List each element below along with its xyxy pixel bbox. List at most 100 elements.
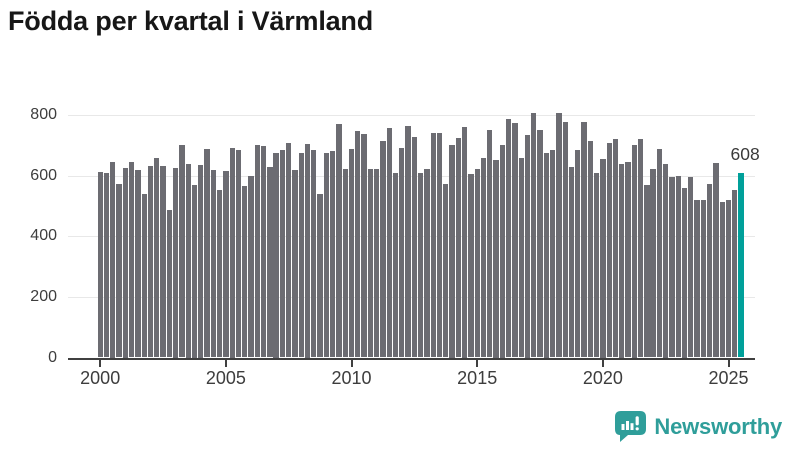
x-axis-tick-label: 2025: [708, 367, 749, 388]
bar: [556, 113, 562, 358]
bar: [204, 149, 210, 358]
logo-bar-2: [626, 421, 630, 430]
y-axis-tick-label: 0: [48, 348, 57, 366]
bar: [707, 184, 713, 358]
x-axis-tick-mark: [727, 359, 730, 367]
bar: [317, 193, 323, 358]
gridline: [68, 296, 755, 298]
bar: [323, 153, 330, 358]
bar: [612, 138, 619, 358]
bar: [474, 168, 480, 358]
bar: [631, 145, 637, 358]
bar: [606, 142, 612, 358]
bar: [242, 185, 248, 358]
x-axis-tick-mark: [99, 359, 102, 367]
bar: [392, 172, 399, 358]
bar: [386, 127, 392, 358]
bar: [191, 184, 198, 358]
x-axis-tick-label: 2020: [582, 367, 623, 388]
bar: [549, 150, 556, 358]
bar: [650, 168, 656, 358]
bar: [562, 121, 568, 358]
x-axis-tick-mark: [476, 359, 479, 367]
bar: [575, 149, 581, 358]
y-axis-tick-label: 800: [30, 106, 57, 123]
bar: [223, 171, 229, 358]
bar: [348, 148, 355, 358]
bar: [135, 170, 141, 358]
bar: [524, 134, 531, 358]
bar: [273, 152, 279, 358]
x-axis-tick-label: 2015: [457, 367, 498, 388]
bar: [97, 172, 103, 358]
bar: [719, 201, 725, 358]
gridline: [68, 236, 755, 238]
bar: [405, 126, 411, 358]
bar: [537, 129, 543, 358]
bar: [279, 149, 286, 358]
bar: [411, 137, 418, 358]
x-axis-tick-label: 2005: [205, 367, 246, 388]
bar: [235, 149, 242, 358]
bar: [669, 177, 675, 358]
bar: [292, 170, 298, 358]
bar: [122, 168, 128, 358]
x-axis-tick-label: 2010: [331, 367, 372, 388]
bar: [600, 158, 606, 358]
bar: [637, 138, 644, 358]
bar: [688, 176, 694, 358]
x-axis-tick-label: 2000: [80, 367, 121, 388]
bar: [298, 153, 304, 358]
x-axis-tick-mark: [350, 359, 353, 367]
bar: [128, 162, 135, 358]
gridline: [68, 115, 755, 116]
bar: [493, 160, 499, 358]
bar: [342, 168, 348, 358]
bar: [361, 134, 367, 358]
bar: [336, 124, 342, 358]
bar: [681, 187, 688, 358]
bar: [725, 200, 732, 358]
bar: [141, 194, 147, 358]
gridline: [68, 175, 755, 177]
bar: [593, 172, 600, 358]
bar: [311, 150, 317, 358]
bar: [286, 142, 292, 358]
highlighted-bar: [738, 173, 744, 358]
bar: [185, 163, 191, 358]
bar: [694, 200, 700, 358]
bar: [229, 148, 235, 358]
bar: [499, 145, 505, 358]
bar: [587, 141, 593, 358]
y-axis-tick-label: 400: [30, 227, 57, 245]
bar: [581, 121, 587, 358]
bar: [430, 132, 436, 358]
bar: [461, 127, 468, 358]
bar: [380, 141, 386, 358]
x-axis-tick-mark: [601, 359, 604, 367]
logo-exclamation-dot: [636, 427, 640, 431]
bar: [210, 170, 216, 358]
bar: [468, 173, 474, 358]
bar: [154, 157, 160, 358]
y-axis-tick-label: 200: [30, 287, 57, 305]
bar: [436, 132, 443, 358]
bar: [166, 210, 172, 358]
bar: [216, 189, 223, 358]
logo-exclamation-icon: [636, 416, 640, 426]
bar: [656, 148, 663, 358]
bar: [424, 169, 430, 358]
bar: [418, 172, 424, 358]
bar: [103, 173, 110, 358]
bar: [260, 146, 267, 358]
logo-bar-3: [630, 423, 634, 430]
newsworthy-logo[interactable]: Newsworthy: [615, 411, 782, 442]
bar: [568, 166, 575, 358]
bar: [198, 165, 204, 358]
bar: [355, 131, 361, 358]
bar: [116, 183, 122, 358]
newsworthy-logo-icon: [615, 411, 647, 442]
bar: [480, 157, 487, 358]
bar: [512, 123, 518, 358]
